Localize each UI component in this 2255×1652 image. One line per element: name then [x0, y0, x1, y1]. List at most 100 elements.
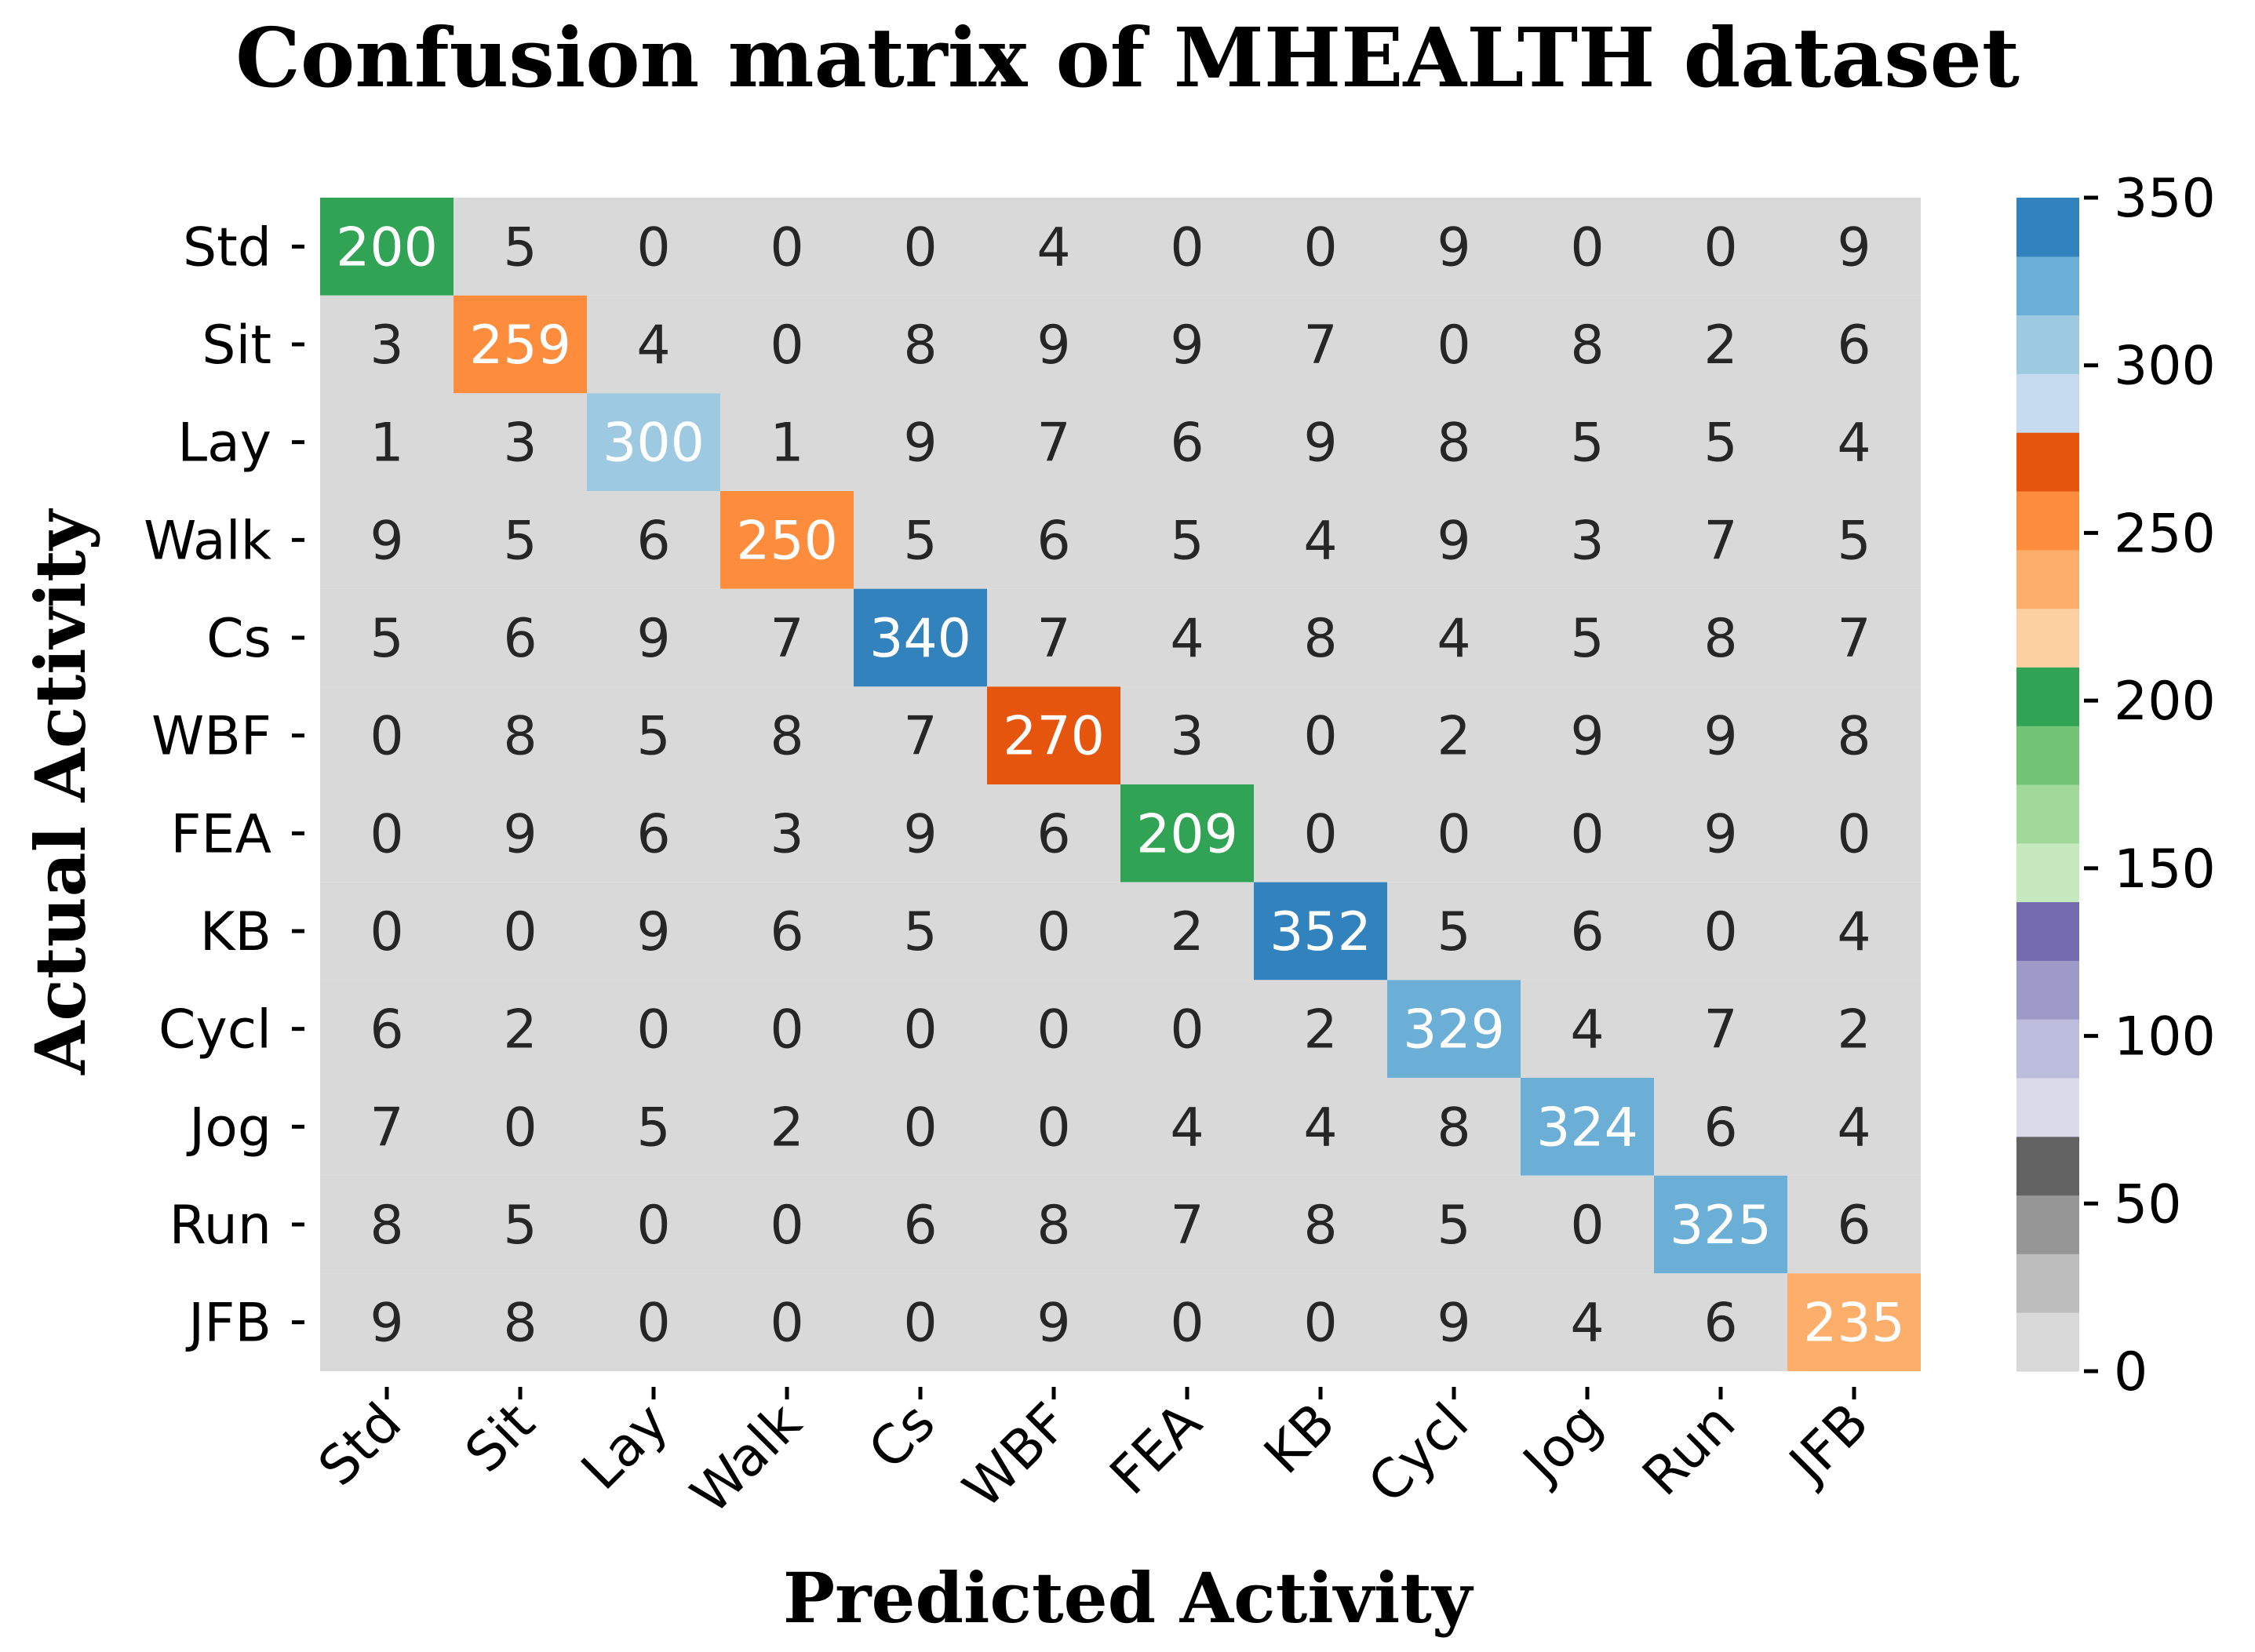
- heatmap-cell-Std-Sit: [454, 198, 587, 296]
- heatmap-cell-value: 8: [1437, 413, 1470, 475]
- colorbar-segment: [2016, 1254, 2079, 1313]
- heatmap-cell-Cycl-Sit: [454, 980, 587, 1078]
- heatmap-cell-value: 4: [1303, 510, 1337, 572]
- heatmap-cell-value: 0: [1437, 315, 1470, 377]
- heatmap-cell-Std-Jog: [1521, 198, 1654, 296]
- heatmap-cell-value: 250: [736, 510, 838, 572]
- heatmap-cell-Run-Run: [1654, 1175, 1787, 1274]
- heatmap-cell-Run-Std: [320, 1175, 454, 1274]
- heatmap-cell-KB-KB: [1254, 882, 1387, 981]
- heatmap-cell-Cycl-Walk: [720, 980, 854, 1078]
- heatmap-cell-value: 5: [1570, 413, 1604, 475]
- heatmap-cell-value: 0: [770, 1293, 803, 1355]
- heatmap-cell-value: 0: [1170, 217, 1204, 278]
- heatmap-cell-Sit-Std: [320, 295, 454, 394]
- heatmap-cell-Lay-Run: [1654, 393, 1787, 491]
- colorbar-segment: [2016, 901, 2079, 961]
- heatmap-cell-Run-Cs: [854, 1175, 987, 1274]
- heatmap-cell-FEA-Jog: [1521, 784, 1654, 882]
- heatmap-cell-value: 3: [770, 803, 803, 865]
- heatmap-cell-Walk-Run: [1654, 491, 1787, 589]
- heatmap-cell-value: 0: [903, 1097, 937, 1159]
- colorbar-segment: [2016, 256, 2079, 316]
- heatmap-cell-Std-Run: [1654, 198, 1787, 296]
- heatmap-cell-value: 0: [1570, 1195, 1604, 1257]
- heatmap-cell-value: 8: [1837, 706, 1871, 768]
- heatmap-cell-value: 8: [1703, 608, 1737, 670]
- heatmap-cell-JFB-Jog: [1521, 1273, 1654, 1371]
- heatmap-cell-Std-Walk: [720, 198, 854, 296]
- heatmap-cell-value: 5: [903, 901, 937, 963]
- heatmap-cell-WBF-Walk: [720, 686, 854, 784]
- heatmap-cell-value: 8: [1437, 1097, 1470, 1159]
- heatmap-cell-value: 4: [1837, 413, 1871, 475]
- heatmap-cell-Cs-Run: [1654, 588, 1787, 687]
- colorbar-tick-label: 100: [2114, 1006, 2216, 1068]
- heatmap-cell-value: 9: [1036, 315, 1070, 377]
- heatmap-cell-value: 7: [370, 1097, 403, 1159]
- heatmap-cell-Std-Cycl: [1387, 198, 1521, 296]
- heatmap-cell-value: 2: [1170, 901, 1204, 963]
- heatmap-cell-value: 0: [503, 901, 537, 963]
- heatmap-cell-Cycl-FEA: [1120, 980, 1254, 1078]
- heatmap-cell-value: 9: [1303, 413, 1337, 475]
- heatmap-cell-value: 1: [370, 413, 403, 475]
- heatmap-cell-Cs-Cycl: [1387, 588, 1521, 687]
- heatmap-cell-KB-Std: [320, 882, 454, 981]
- heatmap-cell-Cs-KB: [1254, 588, 1387, 687]
- heatmap-cell-value: 0: [370, 803, 403, 865]
- colorbar-tick-label: 250: [2114, 503, 2216, 565]
- heatmap-cell-Sit-Cs: [854, 295, 987, 394]
- heatmap-cell-value: 9: [503, 803, 537, 865]
- heatmap-cell-value: 6: [1703, 1293, 1737, 1355]
- heatmap-cell-value: 4: [636, 315, 670, 377]
- heatmap-cell-Walk-Cycl: [1387, 491, 1521, 589]
- heatmap-cell-KB-Lay: [587, 882, 720, 981]
- heatmap-cell-value: 0: [1036, 999, 1070, 1061]
- colorbar-segment: [2016, 315, 2079, 374]
- heatmap-cell-value: 5: [903, 510, 937, 572]
- heatmap-cell-value: 200: [336, 217, 438, 278]
- heatmap-cell-labels: 200 5 0 0 0 4 0 0 9 0 0 93 259 4 0 8 9 9 7 0 8 2 61 3 300 1 9 7 6 9 8 5…: [336, 217, 1905, 1354]
- heatmap-cell-Cs-Cs: [854, 588, 987, 687]
- colorbar-segment: [2016, 373, 2079, 433]
- heatmap-cells: [320, 198, 1921, 1371]
- heatmap-cell-Cs-Walk: [720, 588, 854, 687]
- heatmap-cell-value: 2: [1437, 706, 1470, 768]
- heatmap-cell-Walk-Std: [320, 491, 454, 589]
- heatmap-cell-Run-Cycl: [1387, 1175, 1521, 1274]
- heatmap-cell-FEA-Sit: [454, 784, 587, 882]
- y-tick-label-FEA: FEA: [170, 803, 271, 865]
- heatmap-cell-FEA-Cs: [854, 784, 987, 882]
- heatmap-cell-Walk-Cs: [854, 491, 987, 589]
- heatmap-cell-Cycl-Lay: [587, 980, 720, 1078]
- heatmap-cell-Run-Lay: [587, 1175, 720, 1274]
- heatmap-cell-JFB-Sit: [454, 1273, 587, 1371]
- heatmap-cell-KB-JFB: [1787, 882, 1921, 981]
- colorbar-tick-label: 0: [2114, 1341, 2148, 1403]
- y-tick-label-JFB: JFB: [185, 1293, 271, 1355]
- heatmap-cell-value: 4: [1570, 1293, 1604, 1355]
- heatmap-cell-value: 4: [1437, 608, 1470, 670]
- heatmap-cell-Sit-Jog: [1521, 295, 1654, 394]
- heatmap-cell-value: 0: [1703, 901, 1737, 963]
- heatmap-cell-value: 9: [1437, 217, 1470, 278]
- heatmap-cell-Jog-Jog: [1521, 1078, 1654, 1176]
- heatmap-cell-value: 0: [1170, 1293, 1204, 1355]
- heatmap-cell-value: 7: [1036, 413, 1070, 475]
- heatmap-cell-value: 9: [370, 510, 403, 572]
- heatmap-cell-JFB-WBF: [987, 1273, 1120, 1371]
- heatmap-cell-value: 6: [1036, 510, 1070, 572]
- heatmap-cell-value: 7: [1036, 608, 1070, 670]
- heatmap-cell-value: 0: [1570, 217, 1604, 278]
- heatmap-cell-Walk-Jog: [1521, 491, 1654, 589]
- y-axis-ticks: Std Sit Lay Walk Cs WBF FEA KB Cycl Jog Run JFB: [144, 217, 304, 1355]
- heatmap-cell-value: 7: [1303, 315, 1337, 377]
- heatmap-cell-Jog-Cs: [854, 1078, 987, 1176]
- heatmap-cell-value: 7: [903, 706, 937, 768]
- heatmap-cell-value: 235: [1803, 1293, 1905, 1355]
- heatmap-cell-value: 9: [1703, 803, 1737, 865]
- heatmap-cell-value: 5: [503, 217, 537, 278]
- heatmap-cell-Std-FEA: [1120, 198, 1254, 296]
- heatmap-cell-value: 6: [636, 803, 670, 865]
